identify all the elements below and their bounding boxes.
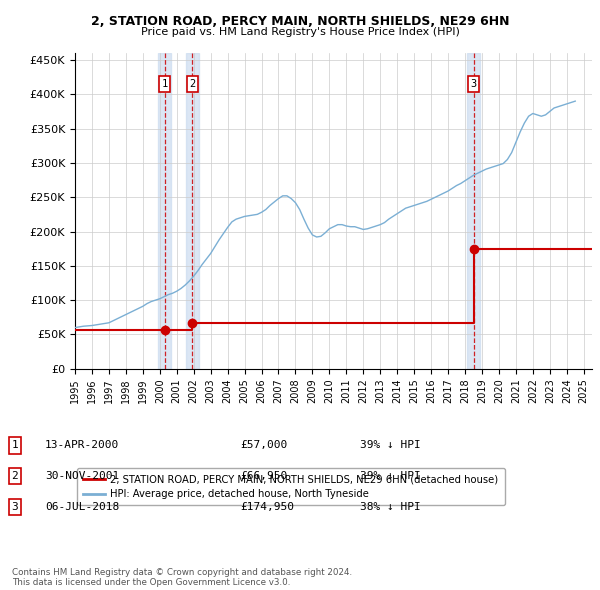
Legend: 2, STATION ROAD, PERCY MAIN, NORTH SHIELDS, NE29 6HN (detached house), HPI: Aver: 2, STATION ROAD, PERCY MAIN, NORTH SHIEL… [77, 468, 505, 506]
Text: 30-NOV-2001: 30-NOV-2001 [45, 471, 119, 481]
Bar [158, 53, 172, 369]
Text: 39% ↓ HPI: 39% ↓ HPI [360, 441, 421, 450]
Text: 2: 2 [189, 79, 196, 89]
Text: Price paid vs. HM Land Registry's House Price Index (HPI): Price paid vs. HM Land Registry's House … [140, 27, 460, 37]
Text: 3: 3 [11, 502, 19, 512]
Text: 06-JUL-2018: 06-JUL-2018 [45, 502, 119, 512]
Text: Contains HM Land Registry data © Crown copyright and database right 2024.
This d: Contains HM Land Registry data © Crown c… [12, 568, 352, 587]
Text: 13-APR-2000: 13-APR-2000 [45, 441, 119, 450]
Text: 38% ↓ HPI: 38% ↓ HPI [360, 502, 421, 512]
Text: 2, STATION ROAD, PERCY MAIN, NORTH SHIELDS, NE29 6HN: 2, STATION ROAD, PERCY MAIN, NORTH SHIEL… [91, 15, 509, 28]
Text: £57,000: £57,000 [240, 441, 287, 450]
Text: £174,950: £174,950 [240, 502, 294, 512]
Text: 1: 1 [11, 441, 19, 450]
Text: 39% ↓ HPI: 39% ↓ HPI [360, 471, 421, 481]
Text: 3: 3 [470, 79, 477, 89]
Bar [467, 53, 481, 369]
Text: 2: 2 [11, 471, 19, 481]
Bar [185, 53, 199, 369]
Text: 1: 1 [161, 79, 168, 89]
Text: £66,950: £66,950 [240, 471, 287, 481]
